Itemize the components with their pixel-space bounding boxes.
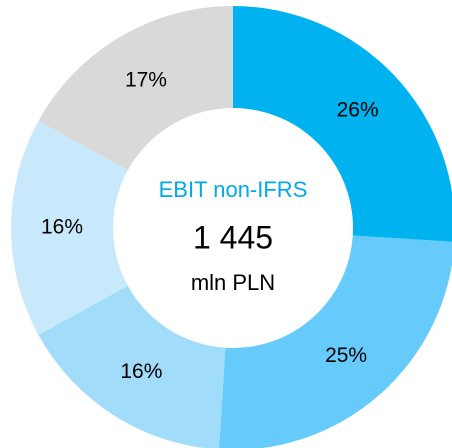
center-unit: mln PLN — [191, 270, 275, 295]
data-label: 26% — [337, 98, 379, 121]
center-title: EBIT non-IFRS — [159, 177, 308, 202]
center-value: 1 445 — [193, 219, 273, 255]
data-label: 16% — [41, 216, 83, 239]
donut-segment — [219, 235, 452, 448]
data-label: 25% — [325, 344, 367, 367]
donut-segment — [11, 121, 128, 335]
data-label: 16% — [120, 360, 162, 383]
donut-segment — [38, 6, 233, 171]
data-label: 17% — [125, 68, 167, 91]
donut-segment — [38, 285, 226, 448]
donut-segment — [233, 6, 452, 242]
